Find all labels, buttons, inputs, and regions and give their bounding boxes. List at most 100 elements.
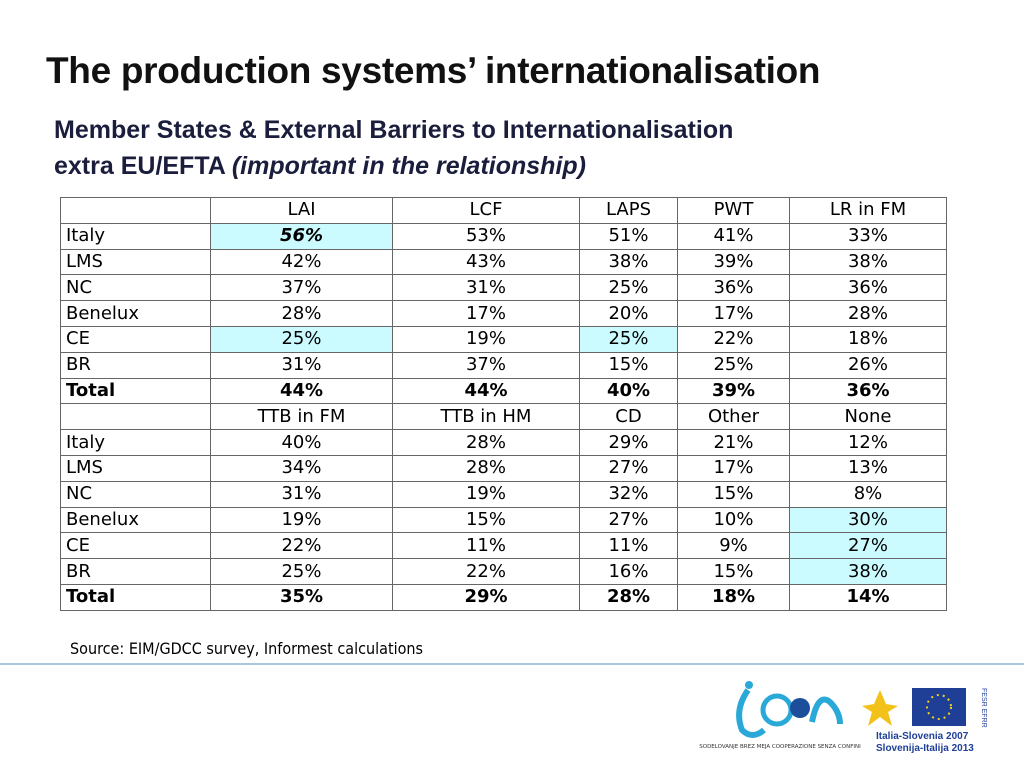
row-label: LMS bbox=[60, 248, 211, 276]
table-cell: 29% bbox=[579, 429, 678, 456]
table-cell: 13% bbox=[789, 454, 947, 482]
table-cell: 33% bbox=[789, 222, 947, 250]
table-cell: 31% bbox=[392, 274, 580, 302]
table-row: LMS 42% 43% 38% 39% 38% bbox=[60, 248, 947, 276]
logo-caption: SODELOVANJE BREZ MEJA COOPERAZIONE SENZA… bbox=[699, 744, 861, 750]
header-cell: LR in FM bbox=[789, 197, 947, 224]
table-cell: 22% bbox=[210, 532, 393, 560]
row-label: Benelux bbox=[60, 300, 211, 327]
table-cell: 19% bbox=[392, 480, 580, 508]
row-label: Total bbox=[60, 583, 211, 611]
row-label: Total bbox=[60, 377, 211, 405]
program-name: Slovenija-Italija 2013 bbox=[876, 743, 974, 754]
table-cell: 28% bbox=[789, 300, 947, 327]
table-cell: 11% bbox=[392, 532, 580, 560]
subtitle-line: extra EU/EFTA (important in the relation… bbox=[54, 148, 733, 184]
table-row: Italy 40% 28% 29% 21% 12% bbox=[60, 429, 947, 456]
table-row: Total 35% 29% 28% 18% 14% bbox=[60, 583, 947, 611]
table-cell: 42% bbox=[210, 248, 393, 276]
table-cell: 20% bbox=[579, 300, 678, 327]
table-cell: 25% bbox=[579, 274, 678, 302]
table-cell: 25% bbox=[210, 325, 393, 353]
row-label: Benelux bbox=[60, 506, 211, 534]
table-cell: 22% bbox=[677, 325, 790, 353]
table-row: LMS 34% 28% 27% 17% 13% bbox=[60, 454, 947, 482]
table-cell: 19% bbox=[392, 325, 580, 353]
table-cell: 30% bbox=[789, 506, 947, 534]
data-table: LAI LCF LAPS PWT LR in FM Italy 56% 53% 51% 41% 33… bbox=[60, 197, 947, 611]
header-cell: LCF bbox=[392, 197, 580, 224]
table-cell: 17% bbox=[677, 300, 790, 327]
header-cell: CD bbox=[579, 403, 678, 431]
subtitle-text: extra EU/EFTA bbox=[54, 152, 225, 180]
table-row: Benelux 19% 15% 27% 10% 30% bbox=[60, 506, 947, 534]
table-cell: 16% bbox=[579, 558, 678, 585]
row-label: LMS bbox=[60, 454, 211, 482]
row-label: NC bbox=[60, 480, 211, 508]
table-cell: 25% bbox=[677, 351, 790, 379]
header-cell: Other bbox=[677, 403, 790, 431]
table-cell: 31% bbox=[210, 480, 393, 508]
table-cell: 27% bbox=[789, 532, 947, 560]
table-cell: 22% bbox=[392, 558, 580, 585]
table-cell: 14% bbox=[789, 583, 947, 611]
header-cell: TTB in HM bbox=[392, 403, 580, 431]
table-cell: 39% bbox=[677, 377, 790, 405]
table-cell: 17% bbox=[392, 300, 580, 327]
header-row: TTB in FM TTB in HM CD Other None bbox=[60, 403, 947, 431]
header-cell bbox=[60, 403, 211, 431]
source-note: Source: EIM/GDCC survey, Informest calcu… bbox=[70, 639, 424, 658]
table-row: NC 37% 31% 25% 36% 36% bbox=[60, 274, 947, 302]
table-cell: 26% bbox=[789, 351, 947, 379]
table-cell: 56% bbox=[210, 222, 393, 250]
table-cell: 44% bbox=[392, 377, 580, 405]
table-row: Italy 56% 53% 51% 41% 33% bbox=[60, 222, 947, 250]
header-cell: TTB in FM bbox=[210, 403, 393, 431]
table-cell: 38% bbox=[789, 558, 947, 585]
table-cell: 15% bbox=[579, 351, 678, 379]
subtitle: Member States & External Barriers to Int… bbox=[54, 112, 733, 184]
table-cell: 27% bbox=[579, 506, 678, 534]
row-label: BR bbox=[60, 351, 211, 379]
table-cell: 36% bbox=[677, 274, 790, 302]
header-cell: LAPS bbox=[579, 197, 678, 224]
table-cell: 34% bbox=[210, 454, 393, 482]
table-cell: 18% bbox=[677, 583, 790, 611]
table-cell: 36% bbox=[789, 274, 947, 302]
table-row: Benelux 28% 17% 20% 17% 28% bbox=[60, 300, 947, 327]
table-row: NC 31% 19% 32% 15% 8% bbox=[60, 480, 947, 508]
program-name: Italia-Slovenia 2007 bbox=[876, 731, 969, 742]
table-cell: 9% bbox=[677, 532, 790, 560]
row-label: CE bbox=[60, 325, 211, 353]
program-logo: Italia-Slovenia 2007 Slovenija-Italija 2… bbox=[862, 688, 987, 754]
fund-name: FESR EFRR bbox=[980, 688, 987, 728]
table-cell: 28% bbox=[210, 300, 393, 327]
table-cell: 12% bbox=[789, 429, 947, 456]
table-row: BR 25% 22% 16% 15% 38% bbox=[60, 558, 947, 585]
table-cell: 51% bbox=[579, 222, 678, 250]
row-label: Italy bbox=[60, 429, 211, 456]
table-cell: 32% bbox=[579, 480, 678, 508]
table-cell: 15% bbox=[392, 506, 580, 534]
table-cell: 36% bbox=[789, 377, 947, 405]
header-cell: None bbox=[789, 403, 947, 431]
table-cell: 44% bbox=[210, 377, 393, 405]
table-cell: 8% bbox=[789, 480, 947, 508]
row-label: BR bbox=[60, 558, 211, 585]
table-cell: 10% bbox=[677, 506, 790, 534]
slide-title: The production systems’ internationalisa… bbox=[46, 50, 821, 91]
table-cell: 53% bbox=[392, 222, 580, 250]
header-cell bbox=[60, 197, 211, 224]
table-cell: 21% bbox=[677, 429, 790, 456]
table-cell: 17% bbox=[677, 454, 790, 482]
table-cell: 40% bbox=[579, 377, 678, 405]
table-cell: 28% bbox=[392, 454, 580, 482]
header-cell: LAI bbox=[210, 197, 393, 224]
row-label: NC bbox=[60, 274, 211, 302]
table-cell: 11% bbox=[579, 532, 678, 560]
table-cell: 35% bbox=[210, 583, 393, 611]
table-row: BR 31% 37% 15% 25% 26% bbox=[60, 351, 947, 379]
table-cell: 18% bbox=[789, 325, 947, 353]
divider bbox=[0, 663, 1024, 665]
row-label: CE bbox=[60, 532, 211, 560]
